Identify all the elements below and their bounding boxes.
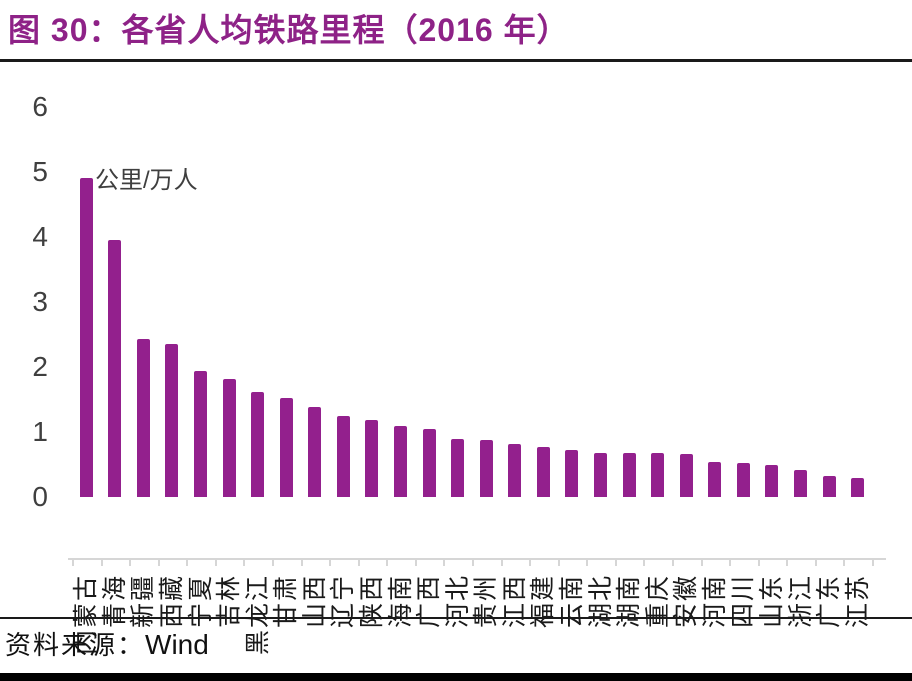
x-axis-tick	[843, 560, 846, 566]
x-axis-label-江苏: 江苏	[843, 574, 872, 629]
y-axis-unit-label: 公里/万人	[95, 167, 198, 194]
x-axis-tick	[414, 560, 417, 566]
x-axis-label-重庆: 重庆	[643, 574, 672, 629]
bar-辽宁	[336, 416, 350, 497]
bar-四川	[736, 462, 750, 497]
x-axis-label-贵州: 贵州	[472, 574, 501, 629]
bar-西藏	[165, 344, 179, 497]
bar-浙江	[794, 470, 808, 497]
x-axis-tick	[72, 560, 74, 566]
bar-湖北	[594, 452, 608, 497]
x-axis-tick	[614, 560, 617, 566]
x-axis-label-河南: 河南	[700, 574, 729, 629]
x-axis-tick	[586, 560, 589, 566]
bar-云南	[565, 449, 579, 497]
x-axis-tick	[529, 560, 532, 566]
source-value: Wind	[145, 629, 209, 660]
bar-甘肃	[279, 397, 293, 497]
x-axis-tick	[300, 560, 303, 566]
bar-青海	[108, 239, 122, 497]
bar-chart: 公里/万人 0 1 2 3 4 5 6 内蒙古 青海 新疆 西藏 宁夏 吉林 黑龙江 甘肃 山西 辽宁 陕西 海南广…	[0, 62, 912, 655]
x-axis-label-黑龙江: 黑龙江	[243, 574, 272, 656]
y-axis-tick-label: 1	[32, 416, 48, 447]
x-axis-tick	[757, 560, 760, 566]
x-axis-label-广西: 广西	[415, 574, 444, 629]
x-axis-label-海南: 海南	[386, 574, 415, 629]
bar-福建	[536, 446, 550, 497]
x-axis-tick	[100, 560, 103, 566]
x-axis-label-湖北: 湖北	[586, 574, 615, 629]
source-label: 资料来源：	[5, 631, 146, 660]
y-axis-tick-label: 6	[32, 91, 48, 122]
bar-内蒙古	[79, 177, 93, 497]
x-axis-tick	[443, 560, 446, 566]
x-axis-label-辽宁: 辽宁	[329, 574, 358, 629]
bar-宁夏	[194, 370, 208, 497]
y-axis-tick-label: 3	[32, 286, 48, 317]
x-axis-tick	[329, 560, 332, 566]
x-axis-label-福建: 福建	[529, 574, 558, 629]
x-axis-label-甘肃: 甘肃	[272, 574, 301, 629]
x-axis-label-湖南: 湖南	[615, 574, 644, 629]
x-axis-label-吉林: 吉林	[215, 574, 244, 629]
x-axis-tick	[243, 560, 246, 566]
x-axis-label-浙江: 浙江	[786, 574, 815, 629]
x-axis-label-四川: 四川	[729, 574, 758, 629]
x-axis-tick	[500, 560, 503, 566]
x-axis-label-安徽: 安徽	[672, 574, 701, 629]
bar-山东	[765, 464, 779, 497]
x-axis-tick	[129, 560, 132, 566]
y-axis-tick-label: 2	[32, 351, 48, 382]
x-axis-label-陕西: 陕西	[357, 574, 386, 629]
x-axis-tick	[386, 560, 389, 566]
x-axis-tick	[814, 560, 817, 566]
bar-陕西	[365, 420, 379, 497]
bar-山西	[308, 407, 322, 497]
bar-黑龙江	[251, 391, 265, 497]
x-axis-tick	[671, 560, 674, 566]
x-axis-tick	[271, 560, 274, 566]
x-axis-tick	[214, 560, 217, 566]
bar-重庆	[651, 453, 665, 497]
figure-title: 图 30：各省人均铁路里程（2016 年）	[8, 12, 570, 48]
bar-海南	[394, 426, 408, 497]
bar-安徽	[679, 454, 693, 497]
x-axis-label-广东: 广东	[815, 574, 844, 629]
footer-divider-line	[0, 617, 912, 619]
source-line: 资料来源：Wind	[5, 625, 209, 662]
y-axis-tick-label: 0	[32, 481, 48, 512]
x-axis-tick	[700, 560, 703, 566]
x-axis-tick	[643, 560, 646, 566]
bar-广东	[822, 475, 836, 497]
bar-贵州	[479, 440, 493, 497]
bar-河北	[451, 439, 465, 497]
x-axis-tick	[157, 560, 160, 566]
y-axis-tick-label: 5	[32, 156, 48, 187]
x-axis-tick	[186, 560, 189, 566]
bar-江苏	[851, 477, 865, 497]
bar-广西	[422, 429, 436, 497]
x-axis-label-山西: 山西	[300, 574, 329, 629]
x-axis-tick	[557, 560, 560, 566]
y-axis-tick-label: 4	[32, 221, 48, 252]
x-axis-label-山东: 山东	[757, 574, 786, 629]
x-axis-label-河北: 河北	[443, 574, 472, 629]
x-axis-tick	[471, 560, 474, 566]
title-divider-line	[0, 59, 912, 62]
x-axis-line	[68, 558, 886, 560]
bar-吉林	[222, 378, 236, 497]
x-axis-label-江西: 江西	[500, 574, 529, 629]
x-axis-tick	[871, 560, 874, 566]
x-axis-tick	[786, 560, 789, 566]
x-axis-tick	[357, 560, 360, 566]
x-axis-label-云南: 云南	[557, 574, 586, 629]
x-axis-tick	[729, 560, 732, 566]
bar-新疆	[136, 339, 150, 497]
bar-江西	[508, 443, 522, 497]
bottom-border-bar	[0, 673, 912, 681]
bar-河南	[708, 461, 722, 497]
bar-湖南	[622, 453, 636, 497]
